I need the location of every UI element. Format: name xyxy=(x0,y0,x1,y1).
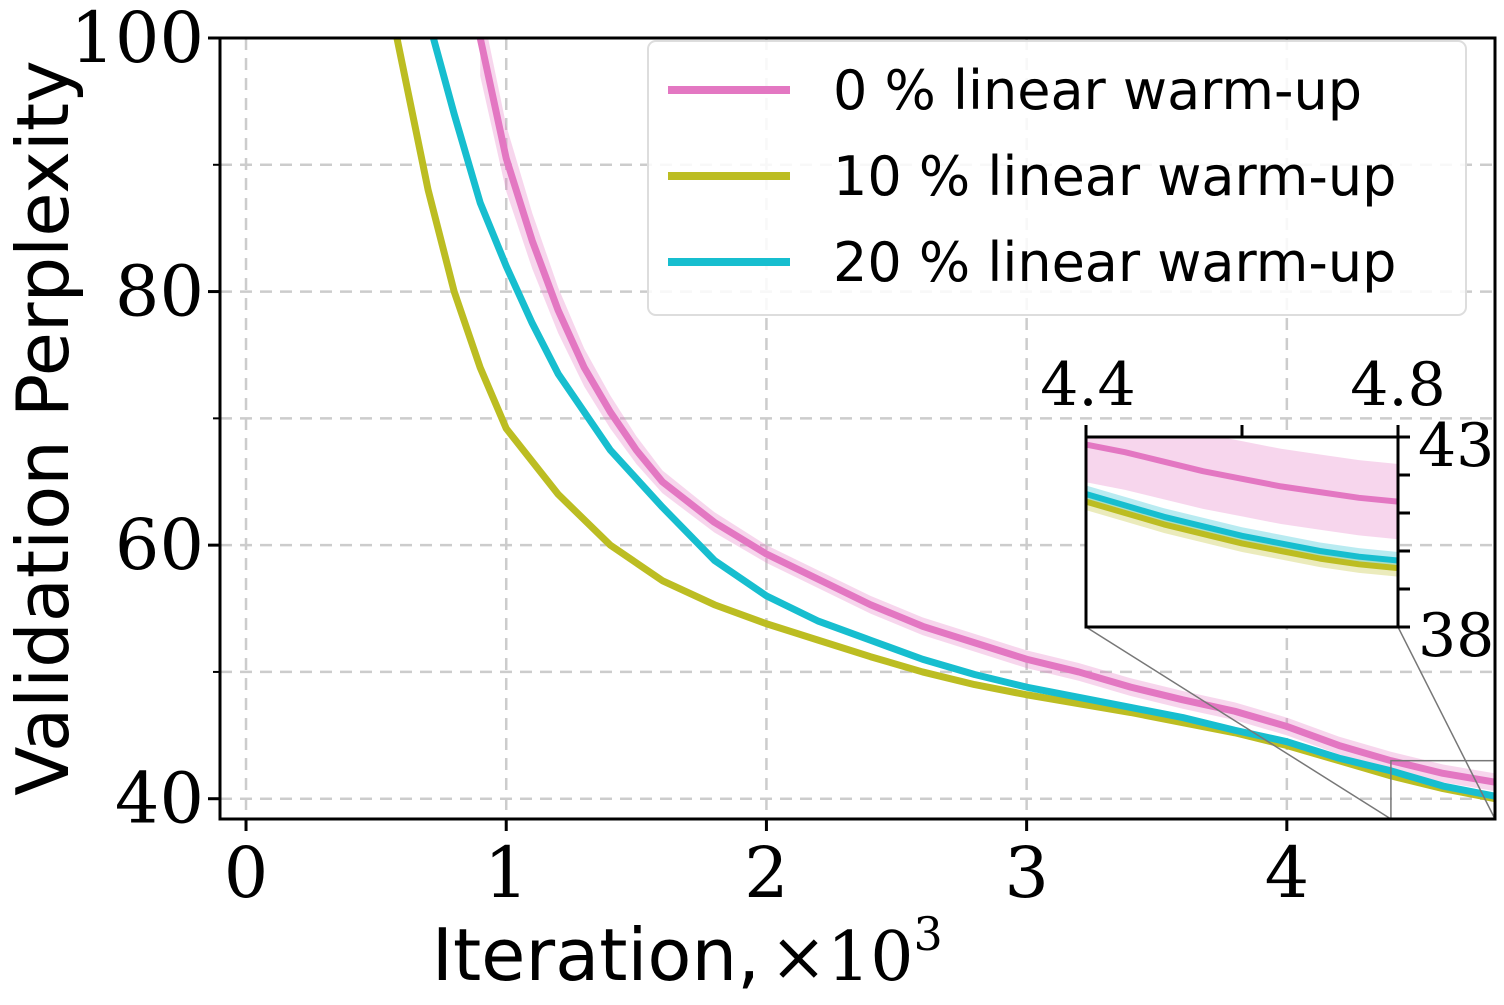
x-axis-exponent: 3 xyxy=(914,907,943,961)
x-axis-multiplier: ×10 xyxy=(770,918,914,997)
y-tick-label-1: 60 xyxy=(115,504,204,586)
y-axis-label: Validation Perplexity xyxy=(1,60,85,795)
inset-line-1 xyxy=(1086,498,1398,572)
x-tick-label-3: 3 xyxy=(1004,832,1049,914)
series-band-0 xyxy=(480,38,1495,792)
x-axis-label: Iteration, xyxy=(432,913,760,997)
legend-label-0: 0 % linear warm-up xyxy=(833,59,1362,122)
inset-background xyxy=(1086,437,1398,627)
series-line-2 xyxy=(429,38,1495,800)
inset-lines xyxy=(1086,441,1398,572)
inset-line-2 xyxy=(1086,491,1398,564)
y-tick-label-3: 100 xyxy=(70,0,204,79)
legend: 0 % linear warm-up 10 % linear warm-up 2… xyxy=(647,40,1467,316)
y-tick-label-0: 40 xyxy=(115,758,204,840)
x-tick-label-0: 0 xyxy=(224,832,269,914)
inset-ytick-label-0: 43 xyxy=(1418,411,1494,481)
axis-ticks: 0 1 2 3 4 40 60 80 100 xyxy=(70,0,1309,914)
x-tick-label-2: 2 xyxy=(744,832,789,914)
inset-ytick-label-1: 38 xyxy=(1418,601,1494,671)
legend-box xyxy=(647,40,1467,316)
x-axis-label-multiplier: ×103 xyxy=(770,907,943,997)
series-lines xyxy=(393,38,1495,803)
y-tick-label-2: 80 xyxy=(115,251,204,333)
inset-xtick-label-0: 4.4 xyxy=(1040,350,1135,420)
inset-zoom: 4.4 4.8 43 38 xyxy=(1040,350,1494,671)
inset-line-0 xyxy=(1086,441,1398,505)
legend-label-2: 20 % linear warm-up xyxy=(833,231,1396,294)
legend-label-1: 10 % linear warm-up xyxy=(833,145,1396,208)
x-tick-label-4: 4 xyxy=(1265,832,1310,914)
x-tick-label-1: 1 xyxy=(484,832,529,914)
zoom-connector-right xyxy=(1397,626,1496,820)
inset-ticks xyxy=(1084,425,1410,629)
confidence-bands xyxy=(480,38,1495,792)
series-line-0 xyxy=(476,38,1495,786)
zoom-connector-left xyxy=(1085,626,1392,820)
inset-xtick-label-1: 4.8 xyxy=(1350,350,1445,420)
plot-frame xyxy=(218,36,1497,821)
